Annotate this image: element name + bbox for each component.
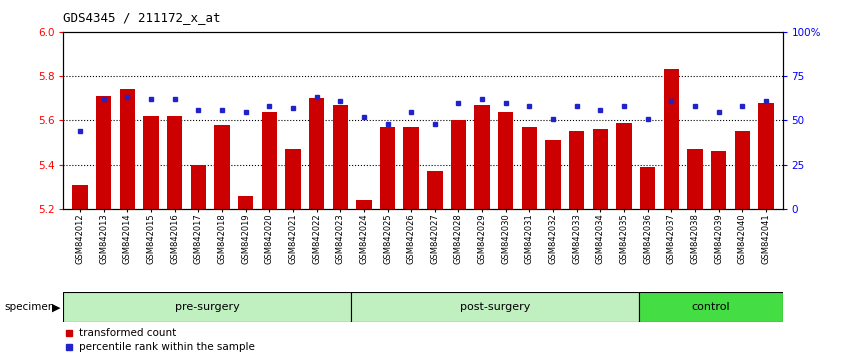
Bar [427, 171, 442, 209]
Bar [640, 167, 656, 209]
Bar [72, 184, 88, 209]
Bar [546, 140, 561, 209]
Text: percentile rank within the sample: percentile rank within the sample [80, 342, 255, 352]
Bar [356, 200, 371, 209]
Bar [734, 131, 750, 209]
Bar [143, 116, 159, 209]
Bar [451, 120, 466, 209]
Bar [167, 116, 183, 209]
Bar [663, 69, 679, 209]
Bar [380, 127, 395, 209]
Bar [119, 89, 135, 209]
Bar [190, 165, 206, 209]
Bar [261, 112, 277, 209]
Bar [498, 112, 514, 209]
Bar [351, 292, 639, 322]
Bar [96, 96, 112, 209]
Bar [593, 129, 608, 209]
Bar [617, 122, 632, 209]
Text: control: control [691, 302, 730, 312]
Bar [711, 152, 727, 209]
Text: GDS4345 / 211172_x_at: GDS4345 / 211172_x_at [63, 11, 221, 24]
Bar [758, 103, 774, 209]
Text: transformed count: transformed count [80, 328, 177, 338]
Bar [475, 105, 490, 209]
Text: ▶: ▶ [52, 302, 61, 312]
Bar [522, 127, 537, 209]
Bar [63, 292, 351, 322]
Text: post-surgery: post-surgery [459, 302, 530, 312]
Text: specimen: specimen [4, 302, 55, 312]
Bar [404, 127, 419, 209]
Bar [569, 131, 585, 209]
Bar [238, 196, 253, 209]
Bar [309, 98, 324, 209]
Bar [285, 149, 300, 209]
Bar [687, 149, 703, 209]
Text: pre-surgery: pre-surgery [175, 302, 239, 312]
Bar [332, 105, 348, 209]
Bar [214, 125, 229, 209]
Bar [639, 292, 783, 322]
